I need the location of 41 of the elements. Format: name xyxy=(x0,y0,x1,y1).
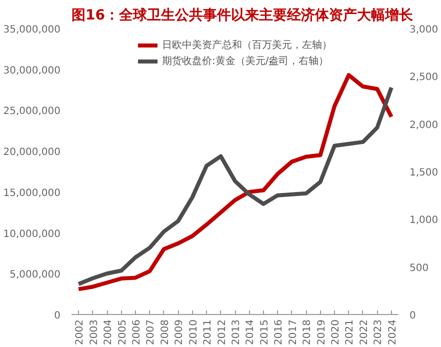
x-tick-label: 2017 xyxy=(288,319,299,345)
y-tick-label: 5,000,000 xyxy=(10,270,61,281)
x-tick-label: 2003 xyxy=(88,319,100,345)
x-tick-label: 2012 xyxy=(216,319,228,345)
x-tick-label: 2019 xyxy=(316,319,328,345)
y2-tick-label: 0 xyxy=(410,310,416,322)
y-tick-label: 10,000,000 xyxy=(3,228,61,240)
x-tick-label: 2004 xyxy=(103,319,114,345)
y-tick-label: 15,000,000 xyxy=(3,188,61,199)
y-tick-label: 20,000,000 xyxy=(3,147,61,158)
x-tick-label: 2015 xyxy=(259,319,270,345)
y2-tick-label: 2,000 xyxy=(410,120,438,131)
x-tick-label: 2018 xyxy=(302,319,314,345)
y-tick-label: 35,000,000 xyxy=(3,24,61,36)
y2-tick-label: 3,000 xyxy=(410,24,438,36)
y2-tick-label: 500 xyxy=(410,262,429,274)
x-tick-label: 2022 xyxy=(358,319,370,345)
x-tick-label: 2013 xyxy=(231,319,242,345)
x-tick-label: 2014 xyxy=(245,319,256,345)
x-tick-label: 2023 xyxy=(373,319,384,345)
y-tick-label: 25,000,000 xyxy=(3,106,61,118)
x-tick-label: 2024 xyxy=(387,319,398,345)
x-tick-label: 2007 xyxy=(146,319,157,345)
x-tick-label: 2009 xyxy=(174,319,186,345)
x-tick-label: 2006 xyxy=(131,319,142,345)
legend-label: 日欧中美资产总和（百万美元，左轴） xyxy=(162,38,332,52)
x-tick-label: 2010 xyxy=(188,319,200,345)
legend-label: 期货收盘价:黄金（美元/盎司，右轴） xyxy=(162,54,329,68)
y2-tick-label: 1,500 xyxy=(410,168,438,178)
x-tick-label: 2016 xyxy=(274,319,285,345)
x-tick-label: 2008 xyxy=(160,319,171,345)
x-tick-label: 2002 xyxy=(74,319,86,345)
y-tick-label: 30,000,000 xyxy=(3,65,61,76)
y2-tick-label: 1,000 xyxy=(410,215,438,226)
chart-title: 图16：全球卫生公共事件以来主要经济体资产大幅增长 xyxy=(72,6,414,24)
x-tick-label: 2020 xyxy=(330,319,342,345)
y-tick-label: 0 xyxy=(54,310,61,322)
x-tick-label: 2021 xyxy=(344,319,356,345)
y2-tick-label: 2,500 xyxy=(410,72,438,84)
x-tick-label: 2011 xyxy=(202,319,214,345)
x-tick-label: 2005 xyxy=(117,319,128,345)
